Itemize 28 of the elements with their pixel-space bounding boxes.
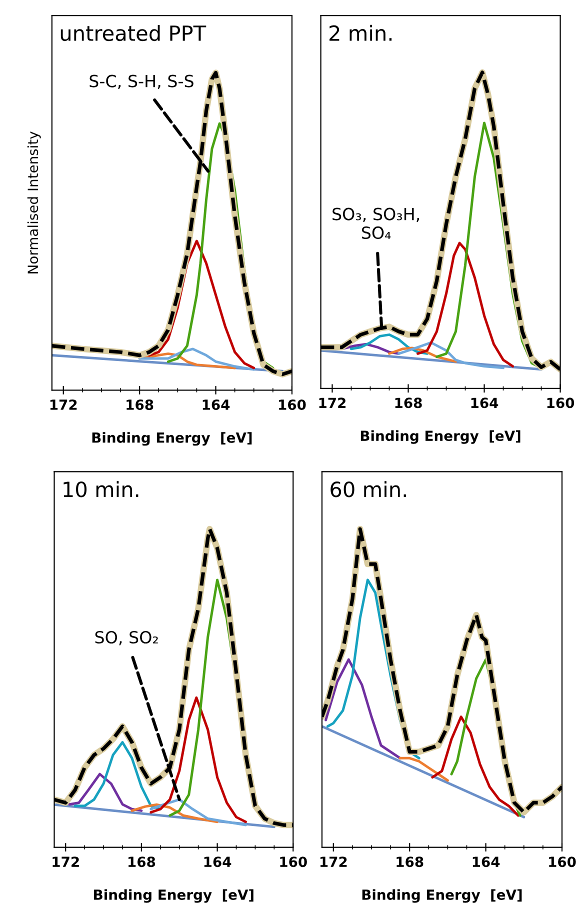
x-axis-title: Binding Energy [eV] [362,889,522,903]
x-axis-title: Binding Energy [eV] [92,432,252,446]
x-tick-label: 164 [471,398,498,408]
chart-title: untreated PPT [60,24,206,42]
x-tick-label: 164 [204,856,232,868]
x-axis-title: Binding Energy [eV] [360,430,520,444]
x-tick-label: 160 [280,856,307,868]
annotation: S-C, S-H, S-S [90,74,194,90]
x-tick-label: 164 [472,856,500,868]
x-tick-label: 172 [319,398,346,408]
chart-title: 60 min. [330,481,406,498]
x-tick-label: 160 [549,856,576,868]
x-tick-label: 168 [396,856,424,868]
annotation: SO, SO₂ [95,630,158,646]
x-tick-label: 168 [128,856,156,868]
x-tick-label: 168 [126,399,154,410]
x-tick-label: 164 [202,400,230,410]
annotation: SO₃, SO₃H, SO₄ [332,208,420,240]
x-tick-label: 160 [547,398,574,408]
x-tick-label: 160 [279,399,306,410]
x-axis-title: Binding Energy [eV] [94,889,254,903]
y-axis-title: Normalised Intensity [27,132,41,274]
chart-title: 10 min. [64,481,138,498]
x-tick-label: 172 [320,856,347,867]
x-tick-label: 168 [395,398,422,408]
x-tick-label: 172 [50,399,77,410]
chart-title: 2 min. [330,24,392,41]
x-tick-label: 172 [52,856,79,867]
